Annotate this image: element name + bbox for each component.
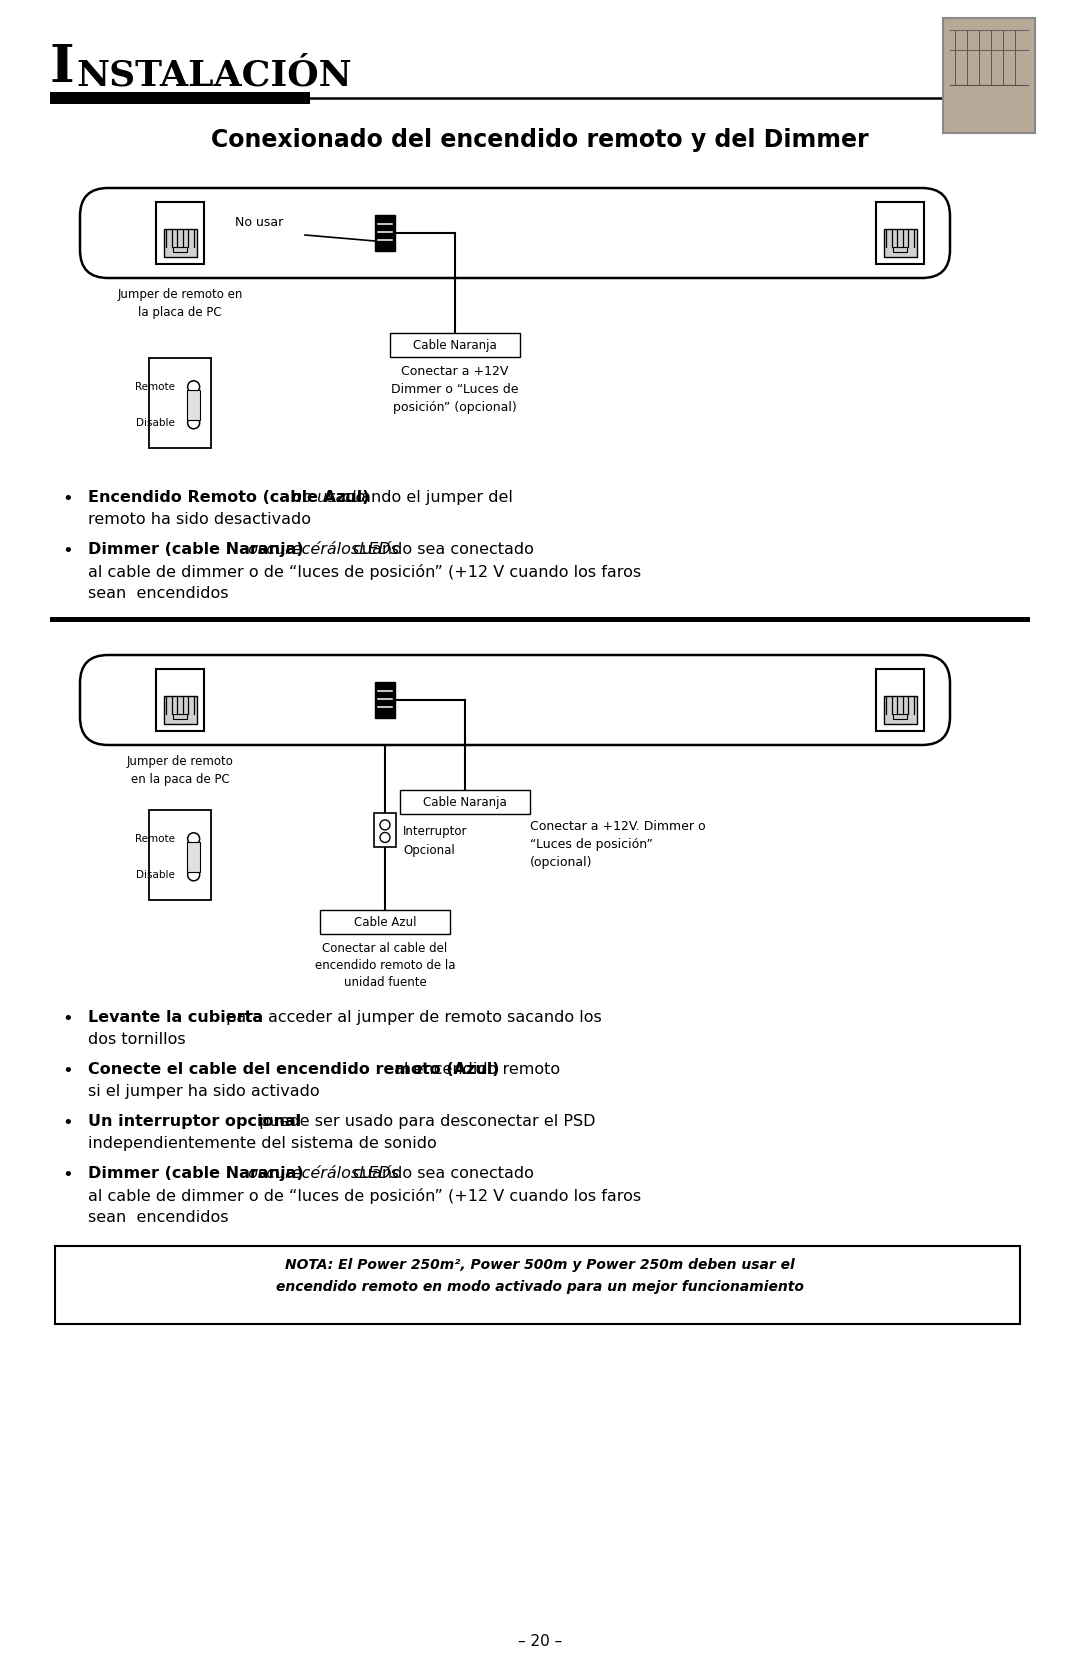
Bar — [149, 809, 211, 900]
Text: •: • — [62, 542, 72, 561]
Text: Jumper de remoto
en la paca de PC: Jumper de remoto en la paca de PC — [126, 754, 233, 786]
Bar — [174, 714, 187, 719]
Bar — [876, 202, 924, 264]
Text: dos tornillos: dos tornillos — [87, 1031, 186, 1046]
FancyBboxPatch shape — [80, 189, 950, 279]
Bar — [149, 357, 211, 447]
Text: •: • — [62, 1167, 72, 1183]
Text: encendido remoto en modo activado para un mejor funcionamiento: encendido remoto en modo activado para u… — [276, 1280, 804, 1293]
Text: Remote: Remote — [135, 382, 175, 392]
FancyBboxPatch shape — [80, 654, 950, 744]
Text: NSTALACIÓN: NSTALACIÓN — [76, 58, 352, 92]
Text: I: I — [50, 42, 75, 93]
Text: al cable de dimmer o de “luces de posición” (+12 V cuando los faros: al cable de dimmer o de “luces de posici… — [87, 564, 642, 581]
Text: •: • — [62, 1010, 72, 1028]
Bar — [883, 696, 917, 724]
Text: – 20 –: – 20 – — [518, 1634, 562, 1649]
Text: no usado: no usado — [286, 491, 365, 506]
Text: Un interruptor opcional: Un interruptor opcional — [87, 1113, 301, 1128]
Bar — [320, 910, 450, 935]
Text: Dimmer (cable Naranja): Dimmer (cable Naranja) — [87, 542, 303, 557]
Text: remoto ha sido desactivado: remoto ha sido desactivado — [87, 512, 311, 527]
Bar — [156, 202, 204, 264]
Text: Conectar al cable del: Conectar al cable del — [322, 941, 447, 955]
Text: cuando sea conectado: cuando sea conectado — [353, 542, 534, 557]
Bar — [883, 229, 917, 257]
Text: sean  encendidos: sean encendidos — [87, 586, 229, 601]
Text: oscurecérálosLED́s: oscurecérálosLED́s — [243, 542, 400, 557]
Text: independientemente del sistema de sonido: independientemente del sistema de sonido — [87, 1137, 436, 1152]
Text: •: • — [62, 1113, 72, 1132]
Bar — [50, 618, 1030, 623]
Text: Levante la cubierta: Levante la cubierta — [87, 1010, 264, 1025]
Text: (opcional): (opcional) — [530, 856, 593, 870]
Bar — [390, 334, 519, 357]
Text: •: • — [62, 491, 72, 507]
Text: sean  encendidos: sean encendidos — [87, 1210, 229, 1225]
Text: puede ser usado para desconectar el PSD: puede ser usado para desconectar el PSD — [254, 1113, 595, 1128]
Text: al cable de dimmer o de “luces de posición” (+12 V cuando los faros: al cable de dimmer o de “luces de posici… — [87, 1188, 642, 1203]
Text: posición” (opcional): posición” (opcional) — [393, 401, 517, 414]
Bar — [893, 714, 906, 719]
Text: Conectar a +12V. Dimmer o: Conectar a +12V. Dimmer o — [530, 819, 705, 833]
Text: si el jumper ha sido activado: si el jumper ha sido activado — [87, 1083, 320, 1098]
Text: Conectar a +12V: Conectar a +12V — [402, 366, 509, 377]
Text: Cable Naranja: Cable Naranja — [423, 796, 507, 808]
Text: para acceder al jumper de remoto sacando los: para acceder al jumper de remoto sacando… — [221, 1010, 602, 1025]
Text: Interruptor: Interruptor — [403, 824, 468, 838]
Text: al encendido remoto: al encendido remoto — [390, 1061, 561, 1077]
Text: Remote: Remote — [135, 834, 175, 845]
Bar — [187, 841, 201, 871]
Bar — [163, 229, 197, 257]
Text: “Luces de posición”: “Luces de posición” — [530, 838, 653, 851]
Text: encendido remoto de la: encendido remoto de la — [314, 960, 456, 971]
Text: Cable Naranja: Cable Naranja — [414, 339, 497, 352]
Bar — [375, 215, 395, 250]
Text: Disable: Disable — [136, 417, 175, 427]
Text: NOTA: El Power 250m², Power 500m y Power 250m deben usar el: NOTA: El Power 250m², Power 500m y Power… — [285, 1258, 795, 1272]
Text: oscurecérálosLED́s: oscurecérálosLED́s — [243, 1167, 400, 1182]
Bar — [375, 683, 395, 718]
Text: •: • — [62, 1061, 72, 1080]
Bar — [943, 18, 1035, 134]
Bar — [174, 247, 187, 252]
Text: Dimmer (cable Naranja): Dimmer (cable Naranja) — [87, 1167, 303, 1182]
Text: unidad fuente: unidad fuente — [343, 976, 427, 990]
Text: Encendido Remoto (cable Azul): Encendido Remoto (cable Azul) — [87, 491, 369, 506]
Bar — [400, 789, 530, 814]
Bar — [374, 813, 396, 846]
Text: No usar: No usar — [235, 217, 283, 230]
Text: Conexionado del encendido remoto y del Dimmer: Conexionado del encendido remoto y del D… — [212, 129, 868, 152]
Text: Cable Azul: Cable Azul — [354, 916, 416, 928]
Bar — [156, 669, 204, 731]
Text: Dimmer o “Luces de: Dimmer o “Luces de — [391, 382, 518, 396]
Text: cuando el jumper del: cuando el jumper del — [337, 491, 513, 506]
Bar — [55, 1247, 1020, 1324]
Bar — [893, 247, 906, 252]
Bar — [163, 696, 197, 724]
Bar — [50, 92, 310, 103]
Text: Jumper de remoto en
la placa de PC: Jumper de remoto en la placa de PC — [118, 289, 243, 319]
Text: Opcional: Opcional — [403, 845, 455, 856]
Bar — [876, 669, 924, 731]
Text: Disable: Disable — [136, 870, 175, 880]
Bar — [187, 391, 201, 421]
Text: cuando sea conectado: cuando sea conectado — [353, 1167, 534, 1182]
Text: Conecte el cable del encendido remoto (Azul): Conecte el cable del encendido remoto (A… — [87, 1061, 499, 1077]
